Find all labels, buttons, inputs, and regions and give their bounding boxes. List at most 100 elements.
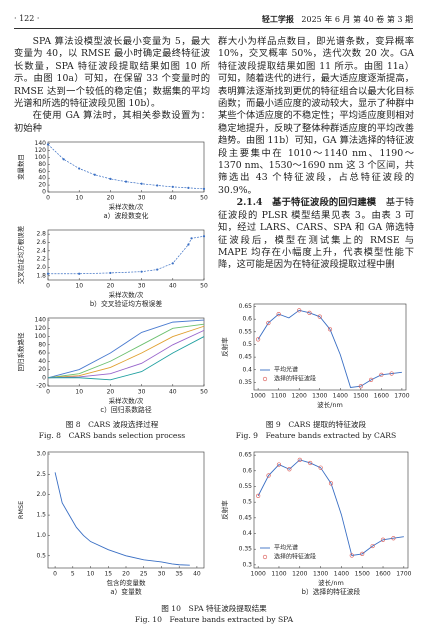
marker <box>124 180 128 183</box>
x-tick-label: 1200 <box>292 571 307 578</box>
x-tick-label: 10 <box>75 283 83 290</box>
line-series <box>257 459 404 556</box>
line-series <box>48 235 205 275</box>
marker <box>328 481 334 486</box>
x-tick-label: 1100 <box>271 393 286 400</box>
subfigure-caption: a）波段数变化 <box>104 211 149 220</box>
x-tick-label: 20 <box>107 195 115 202</box>
chart: 0 5 10 15 20 25 30 35 40 0.5 1.0 1.5 2.0 2.5 3.0 包含的变量数… <box>17 451 205 596</box>
y-axis-label: RMSE <box>17 501 25 519</box>
line-series <box>47 329 205 379</box>
marker <box>307 310 312 315</box>
x-axis-label: 波长/nm <box>318 578 344 587</box>
y-tick-label: -20 <box>36 383 46 390</box>
y-tick-label: 40 <box>38 358 46 365</box>
x-tick-label: 1700 <box>394 393 409 400</box>
marker <box>78 272 81 275</box>
marker <box>156 184 159 187</box>
y-tick-label: 0 <box>42 189 46 196</box>
marker <box>276 462 282 467</box>
marker <box>317 314 322 319</box>
x-tick-label: 35 <box>175 571 183 578</box>
caption-cn: 图 8 CARS 波段选择过程 <box>65 420 159 429</box>
line-series <box>54 472 190 566</box>
y-tick-label: 2.6 <box>36 239 46 246</box>
y-tick-label: 0.35 <box>239 379 253 386</box>
line-series <box>47 319 205 379</box>
marker <box>140 182 143 185</box>
legend-swatch <box>262 554 268 560</box>
y-tick-label: 0.65 <box>239 452 253 459</box>
y-tick-label: 1.8 <box>36 272 46 279</box>
marker <box>368 377 374 382</box>
y-tick-label: 0.55 <box>239 483 253 490</box>
x-tick-label: 20 <box>107 389 115 396</box>
marker <box>202 187 206 190</box>
y-tick-label: 2.0 <box>36 264 46 271</box>
x-tick-label: 1400 <box>334 571 349 578</box>
marker <box>190 237 193 240</box>
subfigure-caption: b）选择的特征波段 <box>302 587 361 596</box>
y-tick-label: 40 <box>38 175 46 182</box>
y-tick-label: 140 <box>35 317 47 324</box>
y-axis-label: 交叉验证均方根误差 <box>16 226 25 284</box>
subfigure-caption: b）交叉验证均方根误差 <box>90 299 162 308</box>
fig8-caption: 图 8 CARS 波段选择过程 Fig. 8 CARS bands select… <box>14 420 210 441</box>
y-tick-label: 1.5 <box>36 512 46 519</box>
x-axis-label: 包含的变量数 <box>107 578 147 587</box>
running-head: 轻工学报 2025 年 6 月 第 40 卷 第 3 期 <box>262 14 413 25</box>
marker <box>156 268 159 271</box>
x-tick-label: 1000 <box>251 571 266 578</box>
legend-label: 平均光谱 <box>274 544 298 552</box>
y-tick-label: 20 <box>38 182 46 189</box>
y-tick-label: 60 <box>38 168 46 175</box>
marker <box>140 270 143 273</box>
x-tick-label: 50 <box>200 195 208 202</box>
x-tick-label: 10 <box>75 389 83 396</box>
right-column: 群大小为样品点数目，即光谱条数，变异概率 10%，交叉概率 50%，迭代次数 2… <box>218 36 414 272</box>
y-tick-label: 60 <box>38 350 46 357</box>
line-series <box>48 336 205 381</box>
x-tick-label: 40 <box>169 283 177 290</box>
marker <box>46 272 50 275</box>
y-tick-label: 0.55 <box>239 328 253 335</box>
chart: 0 10 20 30 40 50 1.82.02.2 2.42.62.8 采样次数/次 交叉验证均… <box>16 226 208 308</box>
y-tick-label: 140 <box>35 140 47 147</box>
chart: 0 10 20 30 40 50020406080100120140采样次数/次变量数目a… <box>16 140 208 220</box>
y-tick-label: 0.6 <box>242 467 252 474</box>
caption-en: Fig. 9 Feature bands extracted by CARS <box>235 430 397 440</box>
marker <box>62 158 65 161</box>
x-tick-label: 1000 <box>250 393 265 400</box>
page-number: · 122 · <box>14 14 40 23</box>
y-tick-label: 120 <box>35 325 47 332</box>
marker <box>349 553 354 558</box>
x-tick-label: 30 <box>138 389 146 396</box>
marker <box>256 337 261 342</box>
caption-cn: 图 10 SPA 特征波段提取结果 <box>161 604 267 613</box>
legend-swatch <box>262 376 268 382</box>
marker <box>287 467 292 472</box>
y-tick-label: 0 <box>42 374 46 381</box>
marker <box>187 243 190 246</box>
x-tick-label: 25 <box>140 571 148 578</box>
marker <box>187 186 190 189</box>
caption-en: Fig. 8 CARS bands selection process <box>38 430 186 440</box>
marker <box>380 537 386 542</box>
marker <box>171 185 174 188</box>
plot-frame <box>47 451 205 569</box>
x-tick-label: 40 <box>169 389 177 396</box>
x-tick-label: 5 <box>71 571 75 578</box>
y-tick-label: 0.3 <box>242 561 252 568</box>
legend-label: 选择的特征波段 <box>274 553 316 561</box>
marker <box>358 384 363 389</box>
x-tick-label: 30 <box>138 195 146 202</box>
y-tick-label: 0.65 <box>239 303 253 310</box>
issue: 2025 年 6 月 第 40 卷 第 3 期 <box>301 15 413 24</box>
y-tick-label: 3.0 <box>36 451 46 458</box>
x-tick-label: 1300 <box>313 571 328 578</box>
line-series <box>257 309 402 388</box>
caption-cn: 图 9 CARS 提取的特征波段 <box>265 420 367 429</box>
plot-frame <box>47 229 205 281</box>
x-tick-label: 1400 <box>333 393 348 400</box>
legend-label: 选择的特征波段 <box>274 375 316 383</box>
